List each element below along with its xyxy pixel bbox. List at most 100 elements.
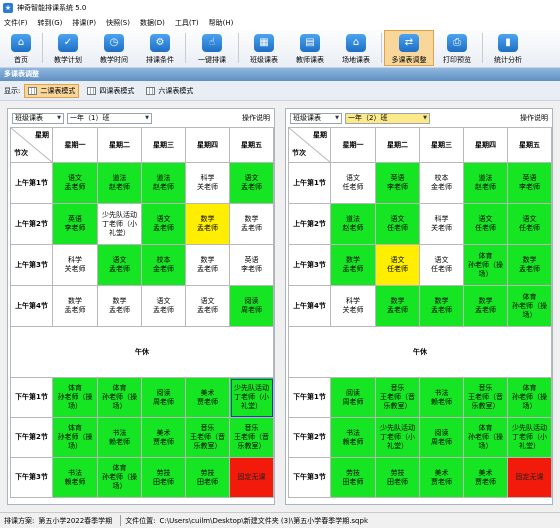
menu-item-1[interactable]: 转到(G) bbox=[37, 19, 63, 27]
lesson-cell[interactable]: 语文 孟老师 bbox=[141, 203, 186, 245]
table-type-select[interactable]: 班级课表 ▼ bbox=[12, 112, 64, 124]
lesson-cell[interactable]: 体育 孙老师（操 场） bbox=[52, 377, 98, 418]
help-link[interactable]: 操作说明 bbox=[520, 114, 548, 122]
lesson-cell[interactable]: 劳技 田老师 bbox=[141, 457, 186, 498]
lesson-cell[interactable]: 科学 关老师 bbox=[419, 203, 464, 245]
lesson-cell[interactable]: 音乐 王老师（音 乐教室） bbox=[185, 417, 230, 458]
toolbar-button-8[interactable]: ⇄ 多课表调整 bbox=[384, 30, 434, 66]
lesson-cell[interactable]: 语文 孟老师 bbox=[141, 285, 186, 327]
lesson-cell[interactable]: 体育 孙老师（操 场） bbox=[463, 244, 508, 286]
toolbar-button-4[interactable]: ☝ 一键排课 bbox=[188, 30, 236, 66]
lesson-cell[interactable]: 道法 赵老师 bbox=[141, 162, 186, 204]
lesson-cell[interactable]: 体育 孙老师（操 场） bbox=[507, 285, 552, 327]
lesson-cell[interactable]: 道法 赵老师 bbox=[463, 162, 508, 204]
class-select[interactable]: 一年（1）班 ▼ bbox=[67, 112, 152, 124]
toolbar-button-0[interactable]: ⌂ 首页 bbox=[2, 30, 40, 66]
lesson-cell[interactable]: 数学 孟老师 bbox=[463, 285, 508, 327]
mode-button-1[interactable]: 四课表模式 bbox=[83, 84, 138, 98]
toolbar-button-5[interactable]: ▦ 班级课表 bbox=[241, 30, 287, 66]
lesson-cell[interactable]: 劳技 田老师 bbox=[375, 457, 420, 498]
menu-item-4[interactable]: 数据(D) bbox=[139, 19, 165, 27]
lesson-cell[interactable]: 美术 贾老师 bbox=[419, 457, 464, 498]
lesson-cell[interactable]: 体育 孙老师（操 场） bbox=[97, 457, 142, 498]
lesson-cell[interactable]: 体育 孙老师（操 场） bbox=[52, 417, 98, 458]
lesson-cell[interactable]: 道法 赵老师 bbox=[330, 203, 376, 245]
menu-item-6[interactable]: 帮助(H) bbox=[208, 19, 234, 27]
lesson-cell[interactable]: 劳技 田老师 bbox=[185, 457, 230, 498]
lesson-cell[interactable]: 语文 任老师 bbox=[375, 203, 420, 245]
lesson-cell[interactable]: 数学 孟老师 bbox=[97, 285, 142, 327]
menu-item-0[interactable]: 文件(F) bbox=[4, 19, 28, 27]
lesson-cell[interactable]: 美术 贾老师 bbox=[463, 457, 508, 498]
lesson-cell[interactable]: 数学 孟老师 bbox=[375, 285, 420, 327]
help-link[interactable]: 操作说明 bbox=[242, 114, 270, 122]
lesson-cell[interactable]: 书法 赖老师 bbox=[52, 457, 98, 498]
lesson-cell[interactable]: 英语 李老师 bbox=[375, 162, 420, 204]
lesson-cell[interactable]: 英语 李老师 bbox=[229, 244, 274, 286]
toolbar-button-2[interactable]: ◷ 教学时间 bbox=[91, 30, 137, 66]
lesson-cell[interactable]: 科学 关老师 bbox=[330, 285, 376, 327]
lesson-cell[interactable]: 固定无课 bbox=[229, 457, 274, 498]
lesson-cell[interactable]: 少先队活动 丁老师（小 礼堂） bbox=[507, 417, 552, 458]
lesson-cell[interactable]: 语文 任老师 bbox=[419, 244, 464, 286]
lesson-cell[interactable]: 语文 任老师 bbox=[330, 162, 376, 204]
lesson-cell[interactable]: 少先队活动 丁老师（小 礼堂） bbox=[375, 417, 420, 458]
menu-item-2[interactable]: 排课(P) bbox=[72, 19, 97, 27]
lesson-cell[interactable]: 语文 任老师 bbox=[375, 244, 420, 286]
lesson-cell[interactable]: 语文 孟老师 bbox=[97, 244, 142, 286]
lesson-cell[interactable]: 道法 赵老师 bbox=[97, 162, 142, 204]
toolbar-label: 打印预览 bbox=[443, 56, 471, 64]
lesson-cell[interactable]: 语文 任老师 bbox=[463, 203, 508, 245]
lesson-cell[interactable]: 科学 关老师 bbox=[52, 244, 98, 286]
lesson-cell[interactable]: 数学 孟老师 bbox=[185, 244, 230, 286]
lesson-cell[interactable]: 英语 李老师 bbox=[507, 162, 552, 204]
table-type-select[interactable]: 班级课表 ▼ bbox=[290, 112, 342, 124]
lesson-cell[interactable]: 音乐 王老师（音 乐教室） bbox=[229, 417, 274, 458]
day-header: 星期一 bbox=[330, 127, 376, 163]
lesson-cell[interactable]: 音乐 王老师（音 乐教室） bbox=[375, 377, 420, 418]
lesson-cell[interactable]: 固定无课 bbox=[507, 457, 552, 498]
lesson-cell[interactable]: 美术 贾老师 bbox=[185, 377, 230, 418]
lesson-cell[interactable]: 语文 孟老师 bbox=[229, 162, 274, 204]
menu-item-5[interactable]: 工具(T) bbox=[174, 19, 199, 27]
lesson-cell[interactable]: 书法 赖老师 bbox=[97, 417, 142, 458]
mode-button-2[interactable]: 六课表模式 bbox=[142, 84, 197, 98]
lesson-cell[interactable]: 书法 赖老师 bbox=[419, 377, 464, 418]
lesson-cell[interactable]: 体育 孙老师（操 场） bbox=[97, 377, 142, 418]
lesson-cell[interactable]: 数学 孟老师 bbox=[330, 244, 376, 286]
toolbar-button-7[interactable]: ⌂ 场地课表 bbox=[333, 30, 379, 66]
lesson-cell[interactable]: 校本 金老师 bbox=[419, 162, 464, 204]
mode-button-0[interactable]: 二课表模式 bbox=[24, 83, 80, 98]
lesson-cell[interactable]: 语文 任老师 bbox=[507, 203, 552, 245]
menu-item-3[interactable]: 快照(S) bbox=[106, 19, 130, 27]
lesson-cell[interactable]: 阅读 周老师 bbox=[141, 377, 186, 418]
lesson-cell[interactable]: 少先队活动 丁老师（小 礼堂） bbox=[97, 203, 142, 245]
lesson-cell[interactable]: 体育 孙老师（操 场） bbox=[507, 377, 552, 418]
lesson-cell[interactable]: 科学 关老师 bbox=[185, 162, 230, 204]
class-select[interactable]: 一年（2）班 ▼ bbox=[345, 112, 430, 124]
lesson-cell[interactable]: 阅读 周老师 bbox=[229, 285, 274, 327]
lesson-cell[interactable]: 数学 孟老师 bbox=[419, 285, 464, 327]
toolbar-button-10[interactable]: ▮ 统计分析 bbox=[485, 30, 531, 66]
toolbar-button-6[interactable]: ▤ 教师课表 bbox=[287, 30, 333, 66]
lesson-cell[interactable]: 书法 赖老师 bbox=[330, 417, 376, 458]
lesson-cell[interactable]: 数学 孟老师 bbox=[507, 244, 552, 286]
toolbar-button-3[interactable]: ⚙ 排课条件 bbox=[137, 30, 183, 66]
lesson-cell[interactable]: 音乐 王老师（音 乐教室） bbox=[463, 377, 508, 418]
lesson-cell[interactable]: 劳技 田老师 bbox=[330, 457, 376, 498]
lesson-cell[interactable]: 数学 孟老师 bbox=[229, 203, 274, 245]
period-row: 下午第3节 书法 赖老师 体育 孙老师（操 场） 劳技 田老师 劳技 田老师 固定无课 bbox=[10, 457, 274, 498]
lesson-cell[interactable]: 数学 孟老师 bbox=[52, 285, 98, 327]
lesson-cell[interactable]: 语文 孟老师 bbox=[52, 162, 98, 204]
toolbar-button-9[interactable]: ⎙ 打印预览 bbox=[434, 30, 480, 66]
lesson-cell[interactable]: 校本 金老师 bbox=[141, 244, 186, 286]
lesson-cell[interactable]: 语文 孟老师 bbox=[185, 285, 230, 327]
toolbar-button-1[interactable]: ✓ 教学计划 bbox=[45, 30, 91, 66]
lesson-cell[interactable]: 少先队活动 丁老师（小 礼堂） bbox=[229, 377, 274, 418]
lesson-cell[interactable]: 阅读 周老师 bbox=[330, 377, 376, 418]
lesson-cell[interactable]: 数学 孟老师 bbox=[185, 203, 230, 245]
lesson-cell[interactable]: 英语 李老师 bbox=[52, 203, 98, 245]
lesson-cell[interactable]: 体育 孙老师（操 场） bbox=[463, 417, 508, 458]
lesson-cell[interactable]: 美术 贾老师 bbox=[141, 417, 186, 458]
lesson-cell[interactable]: 阅读 周老师 bbox=[419, 417, 464, 458]
